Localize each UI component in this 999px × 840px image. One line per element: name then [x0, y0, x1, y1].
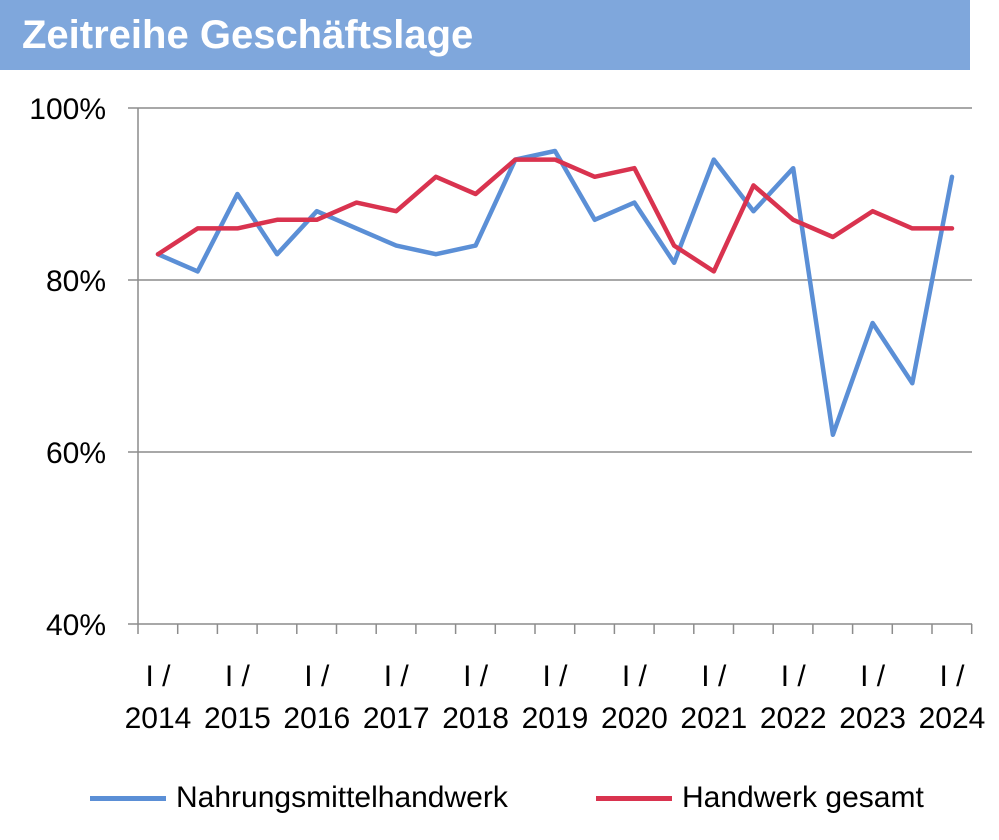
x-tick-label: 2022	[760, 702, 827, 735]
x-tick-label: 2014	[125, 702, 192, 735]
series-line-nahrungsmittelhandwerk	[155, 148, 955, 438]
series-line-handwerk-gesamt	[155, 157, 955, 274]
legend-label-handwerk-gesamt: Handwerk gesamt	[682, 781, 924, 814]
x-tick-label-prefix: I /	[145, 660, 171, 693]
x-tick-label-prefix: I /	[542, 660, 568, 693]
legend: Nahrungsmittelhandwerk Handwerk gesamt	[0, 770, 999, 830]
x-tick-label: 2020	[601, 702, 668, 735]
x-tick-label-prefix: I /	[622, 660, 648, 693]
legend-swatch-handwerk-gesamt	[596, 795, 672, 801]
line-chart: 40% 60% 80% 100% I / 2014 I / 2015 I / 2016 I / 201…	[29, 93, 986, 735]
legend-item-nahrungsmittelhandwerk: Nahrungsmittelhandwerk	[90, 778, 508, 818]
x-tick-label: 2018	[442, 702, 509, 735]
x-tick-label: 2017	[363, 702, 430, 735]
chart-title: Zeitreihe Geschäftslage	[22, 13, 474, 57]
x-tick-label-prefix: I /	[304, 660, 330, 693]
y-tick-label: 40%	[46, 609, 106, 642]
legend-label-nahrungsmittelhandwerk: Nahrungsmittelhandwerk	[176, 781, 508, 814]
y-tick-label: 80%	[46, 265, 106, 298]
x-tick-label-prefix: I /	[463, 660, 489, 693]
x-tick-label: 2019	[522, 702, 589, 735]
x-tick-label: 2016	[283, 702, 350, 735]
legend-swatch-nahrungsmittelhandwerk	[90, 795, 166, 801]
x-tick-label-prefix: I /	[384, 660, 410, 693]
x-tick-label: 2023	[839, 702, 906, 735]
title-bar: Zeitreihe Geschäftslage	[0, 0, 970, 70]
x-tick-label-prefix: I /	[939, 660, 965, 693]
legend-item-handwerk-gesamt: Handwerk gesamt	[596, 778, 924, 818]
x-tick-label-prefix: I /	[225, 660, 251, 693]
y-tick-label: 60%	[46, 437, 106, 470]
x-tick-label: 2021	[680, 702, 747, 735]
x-tick-label-prefix: I /	[781, 660, 807, 693]
y-tick-label: 100%	[29, 93, 106, 126]
x-tick-label: 2024	[919, 702, 986, 735]
x-tick-label: 2015	[204, 702, 271, 735]
x-tick-label-prefix: I /	[860, 660, 886, 693]
x-tick-label-prefix: I /	[701, 660, 727, 693]
